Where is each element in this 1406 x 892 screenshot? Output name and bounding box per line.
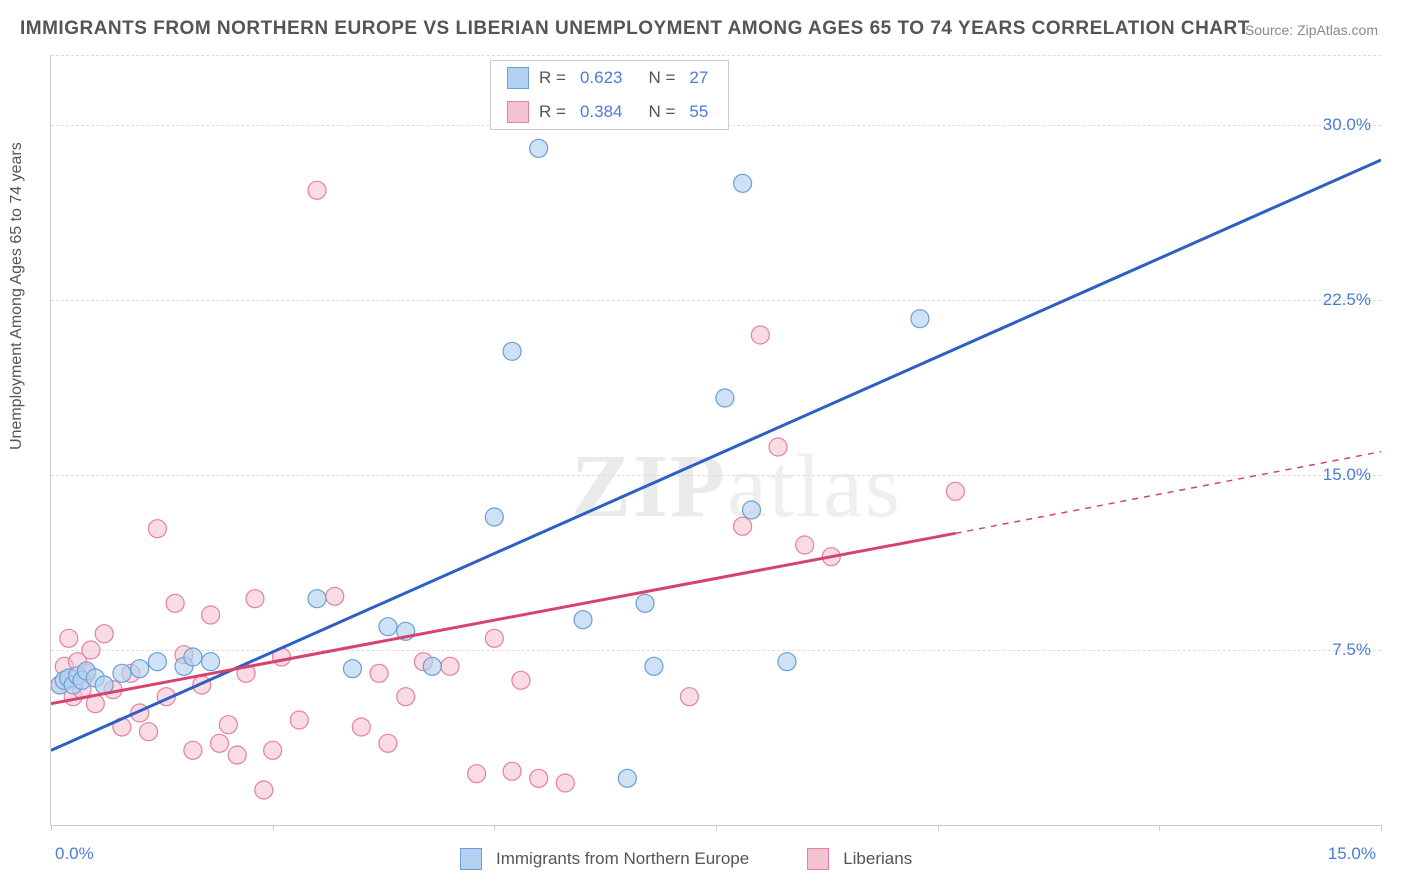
legend-r-label: R = bbox=[539, 68, 566, 88]
x-tick-mark bbox=[716, 825, 717, 831]
scatter-point bbox=[326, 587, 344, 605]
legend-bottom-label-1: Immigrants from Northern Europe bbox=[496, 849, 749, 869]
regression-line bbox=[955, 452, 1381, 534]
scatter-point bbox=[184, 741, 202, 759]
scatter-point bbox=[228, 746, 246, 764]
scatter-point bbox=[769, 438, 787, 456]
regression-line bbox=[51, 160, 1381, 750]
scatter-point bbox=[796, 536, 814, 554]
scatter-point bbox=[503, 762, 521, 780]
scatter-point bbox=[113, 664, 131, 682]
y-axis-label: Unemployment Among Ages 65 to 74 years bbox=[8, 142, 26, 450]
x-tick-mark bbox=[1159, 825, 1160, 831]
chart-title: IMMIGRANTS FROM NORTHERN EUROPE VS LIBER… bbox=[20, 18, 1250, 40]
scatter-point bbox=[148, 520, 166, 538]
scatter-point bbox=[911, 310, 929, 328]
scatter-point bbox=[352, 718, 370, 736]
scatter-point bbox=[734, 174, 752, 192]
scatter-point bbox=[751, 326, 769, 344]
scatter-point bbox=[485, 629, 503, 647]
source-attribution: Source: ZipAtlas.com bbox=[1245, 22, 1378, 38]
scatter-point bbox=[379, 734, 397, 752]
legend-bottom-label-2: Liberians bbox=[843, 849, 912, 869]
scatter-point bbox=[210, 734, 228, 752]
scatter-point bbox=[82, 641, 100, 659]
legend-n-label: N = bbox=[648, 102, 675, 122]
scatter-point bbox=[95, 625, 113, 643]
x-tick-mark bbox=[938, 825, 939, 831]
x-tick-mark bbox=[51, 825, 52, 831]
scatter-point bbox=[131, 660, 149, 678]
scatter-point bbox=[468, 765, 486, 783]
scatter-point bbox=[485, 508, 503, 526]
scatter-point bbox=[379, 618, 397, 636]
legend-r-value-2: 0.384 bbox=[580, 102, 623, 122]
correlation-legend: R = 0.623 N = 27 R = 0.384 N = 55 bbox=[490, 60, 729, 130]
scatter-point bbox=[184, 648, 202, 666]
legend-row-series1: R = 0.623 N = 27 bbox=[491, 61, 728, 95]
scatter-point bbox=[219, 716, 237, 734]
scatter-point bbox=[246, 590, 264, 608]
regression-line bbox=[51, 533, 955, 703]
scatter-point bbox=[946, 482, 964, 500]
legend-r-value-1: 0.623 bbox=[580, 68, 623, 88]
scatter-point bbox=[742, 501, 760, 519]
scatter-point bbox=[308, 590, 326, 608]
scatter-point bbox=[530, 139, 548, 157]
scatter-point bbox=[397, 688, 415, 706]
scatter-point bbox=[255, 781, 273, 799]
scatter-point bbox=[140, 723, 158, 741]
scatter-point bbox=[423, 657, 441, 675]
x-tick-mark bbox=[273, 825, 274, 831]
legend-r-label: R = bbox=[539, 102, 566, 122]
scatter-point bbox=[308, 181, 326, 199]
scatter-point bbox=[148, 653, 166, 671]
scatter-point bbox=[734, 517, 752, 535]
scatter-point bbox=[202, 606, 220, 624]
series-legend: Immigrants from Northern Europe Liberian… bbox=[460, 848, 912, 870]
plot-area: ZIPatlas 7.5%15.0%22.5%30.0% bbox=[50, 55, 1381, 826]
legend-n-value-2: 55 bbox=[689, 102, 708, 122]
x-tick-mark bbox=[1381, 825, 1382, 831]
swatch-bottom-1 bbox=[460, 848, 482, 870]
scatter-point bbox=[264, 741, 282, 759]
scatter-point bbox=[636, 594, 654, 612]
scatter-point bbox=[343, 660, 361, 678]
scatter-point bbox=[60, 629, 78, 647]
scatter-point bbox=[290, 711, 308, 729]
scatter-point bbox=[370, 664, 388, 682]
scatter-point bbox=[556, 774, 574, 792]
chart-svg bbox=[51, 55, 1381, 825]
x-axis-tick-max: 15.0% bbox=[1328, 844, 1376, 864]
scatter-point bbox=[512, 671, 530, 689]
scatter-point bbox=[645, 657, 663, 675]
scatter-point bbox=[166, 594, 184, 612]
swatch-bottom-2 bbox=[807, 848, 829, 870]
x-tick-mark bbox=[494, 825, 495, 831]
scatter-point bbox=[530, 769, 548, 787]
swatch-series1 bbox=[507, 67, 529, 89]
scatter-point bbox=[618, 769, 636, 787]
scatter-point bbox=[574, 611, 592, 629]
legend-n-value-1: 27 bbox=[689, 68, 708, 88]
scatter-point bbox=[202, 653, 220, 671]
legend-row-series2: R = 0.384 N = 55 bbox=[491, 95, 728, 129]
scatter-point bbox=[778, 653, 796, 671]
scatter-point bbox=[716, 389, 734, 407]
scatter-point bbox=[503, 342, 521, 360]
legend-n-label: N = bbox=[648, 68, 675, 88]
scatter-point bbox=[441, 657, 459, 675]
x-axis-tick-min: 0.0% bbox=[55, 844, 94, 864]
scatter-point bbox=[680, 688, 698, 706]
swatch-series2 bbox=[507, 101, 529, 123]
